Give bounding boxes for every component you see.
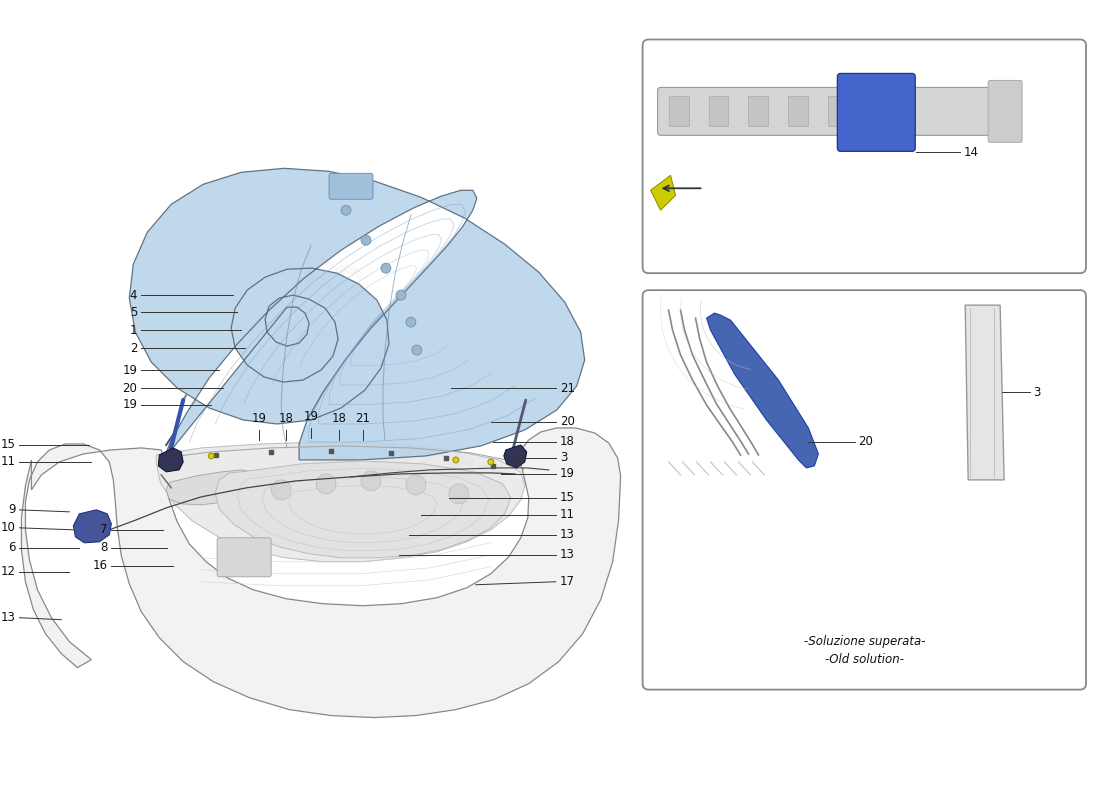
Text: 16: 16 <box>92 559 108 572</box>
Circle shape <box>406 317 416 327</box>
Polygon shape <box>216 461 510 558</box>
Polygon shape <box>706 313 818 468</box>
Text: 5: 5 <box>130 306 138 318</box>
Text: 18: 18 <box>560 435 574 449</box>
Text: 2: 2 <box>130 342 138 354</box>
Polygon shape <box>166 470 260 505</box>
Text: 6: 6 <box>8 542 15 554</box>
Text: 20: 20 <box>122 382 138 394</box>
Circle shape <box>361 235 371 246</box>
Text: 21: 21 <box>355 412 371 425</box>
Polygon shape <box>650 175 675 210</box>
Text: -Old solution-: -Old solution- <box>825 653 904 666</box>
Text: 13: 13 <box>560 528 574 542</box>
FancyBboxPatch shape <box>642 39 1086 273</box>
FancyBboxPatch shape <box>329 174 373 199</box>
Polygon shape <box>965 305 1004 480</box>
Text: 10: 10 <box>1 522 15 534</box>
Text: 21: 21 <box>560 382 574 394</box>
Polygon shape <box>504 445 527 468</box>
Bar <box>828 97 848 126</box>
Text: 19: 19 <box>560 467 574 481</box>
FancyBboxPatch shape <box>217 538 271 577</box>
Text: 7: 7 <box>100 523 108 536</box>
Circle shape <box>316 474 336 494</box>
Text: 15: 15 <box>1 438 15 451</box>
Bar <box>708 97 728 126</box>
Text: 11: 11 <box>560 508 574 522</box>
Polygon shape <box>156 442 525 562</box>
Text: 8: 8 <box>100 542 108 554</box>
Text: 19: 19 <box>252 412 266 425</box>
Text: 13: 13 <box>560 548 574 562</box>
Circle shape <box>487 459 494 465</box>
Circle shape <box>361 471 381 491</box>
Text: 3: 3 <box>1033 386 1041 398</box>
FancyBboxPatch shape <box>988 81 1022 142</box>
Text: 17: 17 <box>560 575 574 588</box>
Circle shape <box>449 484 469 504</box>
Circle shape <box>271 480 292 500</box>
Circle shape <box>381 263 390 273</box>
Text: 3: 3 <box>560 451 568 465</box>
FancyBboxPatch shape <box>658 87 1003 135</box>
Polygon shape <box>74 510 111 543</box>
Circle shape <box>208 453 214 459</box>
Text: 19: 19 <box>122 363 138 377</box>
Text: parts: parts <box>190 204 372 317</box>
Polygon shape <box>158 448 184 472</box>
Text: 4: 4 <box>130 289 138 302</box>
Text: 9: 9 <box>8 503 15 516</box>
Text: 18: 18 <box>278 412 294 425</box>
Text: parts: parts <box>261 304 442 416</box>
Text: 18: 18 <box>331 412 346 425</box>
Polygon shape <box>21 428 620 718</box>
Circle shape <box>411 345 422 355</box>
Circle shape <box>453 457 459 463</box>
Text: 14: 14 <box>964 146 978 159</box>
Text: 19: 19 <box>304 410 319 423</box>
Text: 12: 12 <box>0 566 15 578</box>
FancyBboxPatch shape <box>642 290 1086 690</box>
Circle shape <box>396 290 406 300</box>
Text: 15: 15 <box>560 491 574 504</box>
Bar <box>789 97 808 126</box>
Circle shape <box>341 206 351 215</box>
Text: -Soluzione superata-: -Soluzione superata- <box>804 635 925 648</box>
Text: 19: 19 <box>122 398 138 411</box>
Text: 13: 13 <box>1 611 15 624</box>
FancyBboxPatch shape <box>837 74 915 151</box>
Bar <box>748 97 769 126</box>
Bar <box>669 97 689 126</box>
Text: 20: 20 <box>560 415 574 429</box>
Text: 1: 1 <box>130 323 138 337</box>
Polygon shape <box>130 168 585 460</box>
Text: 11: 11 <box>0 455 15 469</box>
Text: parts: parts <box>330 404 512 516</box>
Circle shape <box>406 475 426 495</box>
Text: 20: 20 <box>858 435 873 449</box>
